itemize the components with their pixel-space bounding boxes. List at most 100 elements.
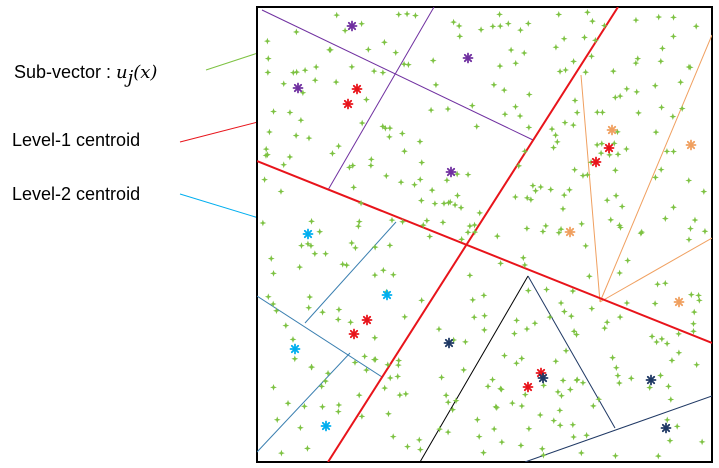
blue-partition-line xyxy=(257,352,351,453)
navy-partition-line xyxy=(527,275,616,429)
data-point xyxy=(481,312,489,320)
data-point xyxy=(501,110,509,118)
data-point xyxy=(355,222,362,230)
data-point xyxy=(394,361,402,369)
data-point xyxy=(552,357,560,365)
data-point xyxy=(428,186,436,194)
data-point xyxy=(329,150,336,157)
orange-partition-line xyxy=(580,74,601,303)
data-point xyxy=(518,402,526,410)
data-point xyxy=(567,312,575,320)
data-point xyxy=(569,421,577,429)
data-point xyxy=(496,62,504,70)
data-point xyxy=(654,280,661,288)
level1-centroid xyxy=(590,156,602,168)
data-point xyxy=(402,390,410,398)
data-point xyxy=(668,357,676,364)
data-point xyxy=(403,10,411,18)
data-point xyxy=(269,300,277,308)
data-point xyxy=(440,200,448,207)
data-point xyxy=(470,313,478,321)
data-point xyxy=(464,171,472,179)
data-point xyxy=(343,261,351,269)
data-point xyxy=(293,68,301,76)
data-point xyxy=(264,55,272,62)
data-point xyxy=(610,139,618,147)
data-point xyxy=(286,109,294,116)
data-point xyxy=(296,424,304,432)
data-point xyxy=(632,59,640,67)
data-point xyxy=(560,308,568,315)
data-point xyxy=(261,176,268,184)
data-point xyxy=(306,293,314,301)
data-point xyxy=(385,410,392,418)
data-point xyxy=(445,199,452,207)
data-point xyxy=(659,44,666,52)
data-point xyxy=(350,183,358,191)
data-point xyxy=(571,166,579,174)
data-point xyxy=(559,205,567,213)
data-point xyxy=(540,382,548,389)
data-point xyxy=(666,437,674,445)
data-point xyxy=(548,125,556,133)
data-point xyxy=(311,76,319,84)
purple-centroid xyxy=(445,166,457,178)
data-point xyxy=(264,151,271,159)
data-point xyxy=(471,221,478,229)
data-point xyxy=(456,32,464,40)
data-point xyxy=(418,297,426,304)
data-point xyxy=(399,218,406,226)
data-point xyxy=(431,200,439,207)
data-point xyxy=(299,89,307,97)
data-point xyxy=(670,203,677,211)
data-point xyxy=(634,55,642,63)
data-point xyxy=(600,22,608,29)
data-point xyxy=(690,308,698,316)
data-point xyxy=(616,269,624,277)
data-point xyxy=(475,433,483,441)
data-point xyxy=(658,335,666,343)
data-point xyxy=(291,355,299,363)
data-point xyxy=(324,369,332,377)
data-point xyxy=(280,161,288,169)
data-point xyxy=(579,172,587,180)
data-point xyxy=(582,68,590,76)
data-point xyxy=(426,233,434,240)
data-point xyxy=(382,172,390,180)
data-point xyxy=(508,399,516,407)
data-point xyxy=(379,266,387,274)
data-point xyxy=(555,11,563,18)
data-point xyxy=(389,271,397,279)
data-point xyxy=(609,354,616,362)
orange-centroid xyxy=(606,124,618,136)
data-point xyxy=(429,57,437,64)
level2-centroid-label: Level-2 centroid xyxy=(12,184,140,204)
data-point xyxy=(416,176,424,183)
purple-centroid xyxy=(462,52,474,64)
blue-partition-line xyxy=(304,221,397,324)
level1-partition-line xyxy=(257,160,712,344)
data-point xyxy=(615,379,623,387)
data-point xyxy=(653,338,661,346)
data-point xyxy=(452,397,460,405)
data-point xyxy=(493,404,501,412)
data-point xyxy=(606,151,613,159)
data-point xyxy=(588,305,596,313)
data-point xyxy=(661,215,669,222)
data-point xyxy=(511,193,519,201)
data-point xyxy=(635,109,642,117)
data-point xyxy=(480,326,488,334)
data-point xyxy=(333,11,341,19)
data-point xyxy=(307,242,315,250)
data-point xyxy=(334,316,342,323)
data-point xyxy=(543,286,550,293)
data-point xyxy=(416,138,424,145)
data-point xyxy=(627,374,635,382)
data-point xyxy=(504,20,512,27)
data-point xyxy=(345,164,353,171)
data-point xyxy=(286,153,294,161)
data-point xyxy=(335,401,343,409)
data-point xyxy=(496,22,504,30)
data-point xyxy=(262,145,270,153)
data-point xyxy=(412,12,419,19)
